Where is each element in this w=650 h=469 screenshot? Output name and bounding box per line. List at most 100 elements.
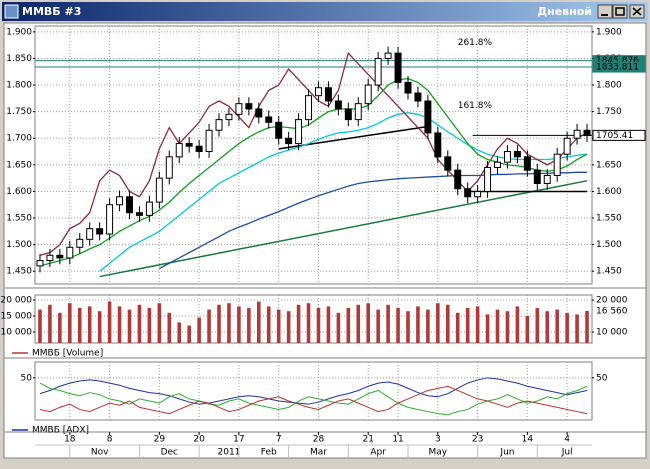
candle-body [185,143,193,147]
candle-body [404,81,412,94]
volume-bar [485,314,490,343]
y-tick-label: 50 [21,373,33,383]
volume-bar [197,317,201,343]
volume-bar [276,309,281,343]
x-tick-label: 18 [64,435,76,445]
annotation: 161.8% [458,101,493,111]
candle-body [513,151,521,158]
volume-bar [316,307,321,343]
volume-bar [38,309,42,343]
volume-bar [455,312,460,343]
volume-bar [127,309,132,343]
volume-tag: 16 560 [596,307,628,317]
x-tick-label: 28 [313,435,325,445]
volume-bar [217,304,221,343]
volume-bar [505,311,510,343]
candle-body [523,156,531,171]
volume-bar [366,303,370,343]
volume-bar [58,312,62,343]
x-tick-label: 8 [107,435,113,445]
volume-bar [386,304,390,343]
candle-body [305,95,313,121]
candle-body [464,188,472,198]
volume-bar [77,307,82,343]
candle-body [354,103,362,121]
window-title: ММВБ #3 [22,5,81,18]
candle-body [394,52,402,83]
maximize-button[interactable] [612,4,628,19]
candle-body [205,129,213,153]
month-label: Jun [499,448,514,458]
month-label: Apr [370,448,386,458]
y-tick-label: 1.450 [6,267,32,277]
volume-bar [48,304,52,343]
volume-bar [555,309,559,343]
legend-label: ММВБ [ADX] [32,426,89,436]
line-series [39,385,588,415]
candle-body [116,196,124,206]
volume-bar [227,303,231,343]
candle-body [245,103,253,110]
candle-body [275,121,283,139]
plot-area [34,25,593,285]
x-tick-label: 11 [392,435,403,445]
volume-bar [525,315,530,343]
volume-bar [296,304,301,343]
y-tick-label: 10 000 [1,327,33,337]
candle-body [414,92,422,102]
month-label: 2011 [218,448,241,458]
volume-bar [416,306,420,343]
close-button[interactable] [629,4,645,19]
volume-bar [376,309,380,343]
volume-bar [137,304,142,343]
volume-bar [107,301,112,343]
volume-bar [356,304,361,343]
candle-body [314,87,322,97]
x-tick-label: 29 [154,435,166,445]
y-tick-label: 15 000 [1,311,33,321]
volume-bar [68,303,72,343]
volume-bar [585,311,589,343]
candle-body [215,119,223,131]
candle-body [175,143,183,158]
minimize-button[interactable] [597,4,613,19]
volume-bar [306,303,311,343]
candle-body [444,156,452,171]
trend-line [99,180,588,278]
volume-bar [237,306,241,343]
x-tick-label: 14 [522,435,534,445]
y-tick-label: 20 000 [1,295,33,305]
candle-body [106,204,114,235]
candle-body [364,84,372,105]
line-series [39,377,588,405]
y-tick-label: 1.700 [6,134,32,144]
candle-body [36,260,44,267]
candle-body [484,167,492,192]
volume-bar [87,306,92,343]
y2-tick-label: 1.500 [596,240,622,250]
candle-body [454,169,462,190]
volume-bar [575,314,579,343]
volume-bar [346,307,351,343]
candle-body [563,137,571,155]
x-tick-label: 23 [472,435,483,445]
month-label: Mar [310,448,327,458]
candle-body [295,119,303,145]
candle-body [583,129,591,137]
y-tick-label: 1.850 [6,54,32,64]
candle-body [344,108,352,121]
x-tick-label: 17 [233,435,244,445]
candle-body [533,169,541,184]
candle-body [384,52,392,59]
candle-body [553,153,561,176]
candle-body [225,113,233,121]
y2-tick-label: 1.750 [596,107,622,117]
x-tick-label: 21 [362,435,373,445]
volume-bar [257,301,261,343]
candle-body [76,238,84,248]
candle-body [255,108,263,118]
candle-body [126,196,133,214]
candle-body [265,116,273,123]
month-label: Dec [161,448,178,458]
